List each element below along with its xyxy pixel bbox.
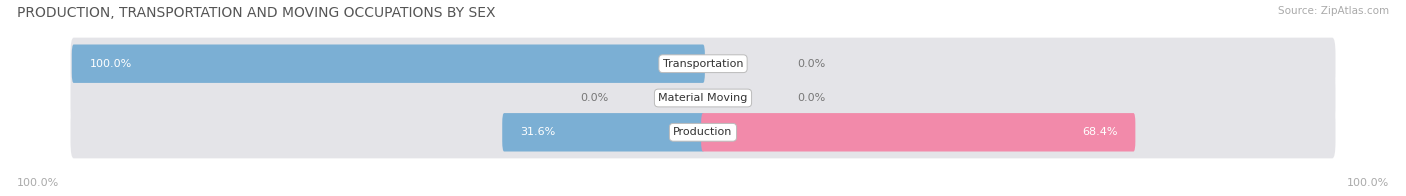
Text: 0.0%: 0.0%	[797, 59, 825, 69]
Text: PRODUCTION, TRANSPORTATION AND MOVING OCCUPATIONS BY SEX: PRODUCTION, TRANSPORTATION AND MOVING OC…	[17, 6, 495, 20]
Text: 68.4%: 68.4%	[1083, 127, 1118, 137]
Text: 0.0%: 0.0%	[581, 93, 609, 103]
FancyBboxPatch shape	[72, 44, 704, 83]
Text: 100.0%: 100.0%	[1347, 178, 1389, 188]
FancyBboxPatch shape	[70, 72, 1336, 124]
FancyBboxPatch shape	[70, 106, 1336, 158]
FancyBboxPatch shape	[502, 113, 704, 152]
FancyBboxPatch shape	[70, 38, 1336, 90]
Text: Transportation: Transportation	[662, 59, 744, 69]
Text: Production: Production	[673, 127, 733, 137]
Text: Material Moving: Material Moving	[658, 93, 748, 103]
FancyBboxPatch shape	[702, 113, 1136, 152]
Text: Source: ZipAtlas.com: Source: ZipAtlas.com	[1278, 6, 1389, 16]
Text: 100.0%: 100.0%	[17, 178, 59, 188]
Text: 0.0%: 0.0%	[797, 93, 825, 103]
Text: 100.0%: 100.0%	[90, 59, 132, 69]
Text: 31.6%: 31.6%	[520, 127, 555, 137]
